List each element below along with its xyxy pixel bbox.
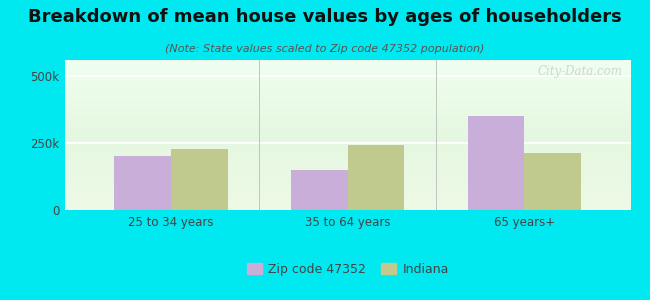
Text: City-Data.com: City-Data.com xyxy=(537,64,622,77)
Bar xyxy=(525,153,581,210)
Bar xyxy=(114,156,171,210)
Text: (Note: State values scaled to Zip code 47352 population): (Note: State values scaled to Zip code 4… xyxy=(165,44,485,53)
Text: Breakdown of mean house values by ages of householders: Breakdown of mean house values by ages o… xyxy=(28,8,622,26)
Bar xyxy=(348,145,404,210)
Bar xyxy=(171,149,228,210)
Legend: Zip code 47352, Indiana: Zip code 47352, Indiana xyxy=(247,263,448,276)
Bar xyxy=(468,116,525,210)
Bar xyxy=(291,170,348,210)
